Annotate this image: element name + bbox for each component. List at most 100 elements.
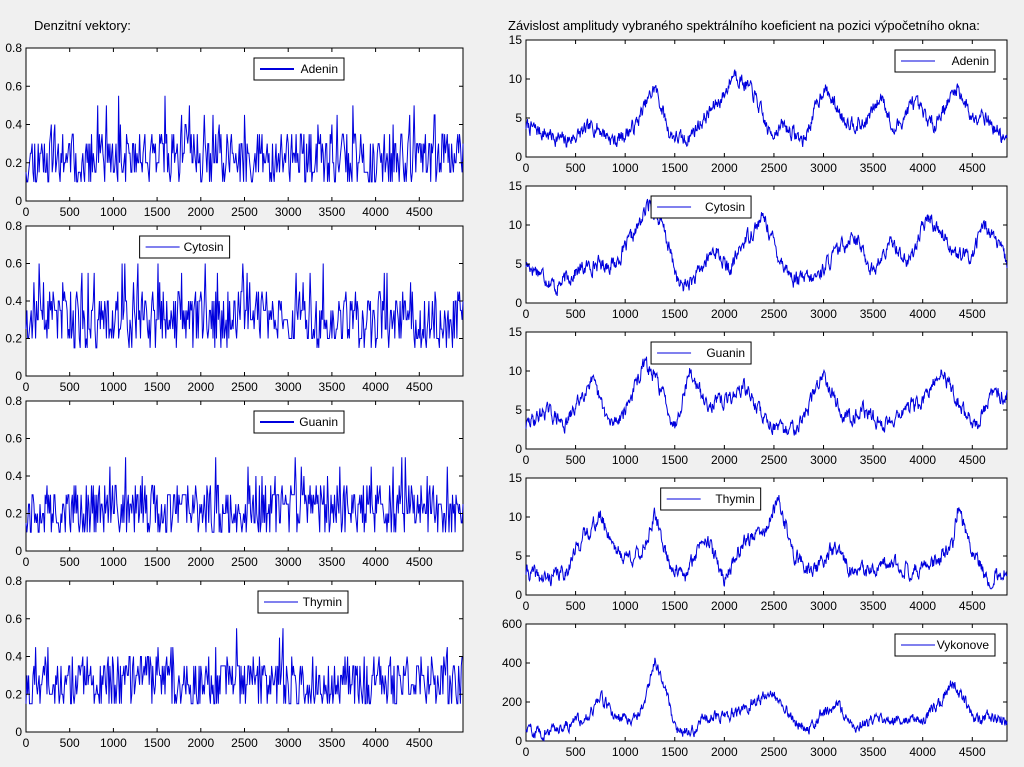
legend-box [650, 341, 752, 365]
legend: Vykonove [894, 633, 996, 657]
x-tick-label: 3000 [810, 161, 837, 175]
y-tick-label: 5 [515, 549, 522, 563]
legend-label: Cytosin [705, 200, 745, 214]
chart-spectral-adenin: 0 500 1000 1500 2000 2500 3000 3500 4000 4500 0 5 10… [509, 33, 1008, 175]
x-tick-label: 4000 [909, 745, 936, 759]
y-tick-label: 15 [509, 33, 523, 47]
x-tick-label: 1500 [144, 380, 171, 394]
x-tick-label: 500 [60, 555, 80, 569]
x-tick-label: 1000 [612, 599, 639, 613]
y-tick-label: 15 [509, 179, 523, 193]
x-tick-label: 1000 [100, 205, 127, 219]
x-tick-label: 4500 [959, 745, 986, 759]
x-tick-label: 4000 [909, 161, 936, 175]
x-tick-label: 4500 [406, 555, 433, 569]
series-line-thymin [25, 628, 463, 705]
x-tick-label: 3500 [319, 205, 346, 219]
legend: Guanin [253, 410, 345, 434]
x-tick-label: 2500 [231, 736, 258, 750]
y-tick-label: 0 [515, 588, 522, 602]
x-tick-label: 2500 [761, 599, 788, 613]
x-tick-label: 2500 [231, 380, 258, 394]
x-tick-label: 3500 [319, 555, 346, 569]
series-line-thymin [525, 494, 1008, 590]
x-tick-label: 3500 [860, 453, 887, 467]
x-tick-label: 0 [523, 599, 530, 613]
x-tick-label: 4000 [362, 736, 389, 750]
x-tick-label: 2500 [761, 453, 788, 467]
y-tick-label: 0 [15, 725, 22, 739]
x-tick-label: 500 [60, 736, 80, 750]
legend-box [660, 487, 762, 511]
x-tick-label: 2000 [187, 380, 214, 394]
x-tick-label: 2500 [231, 205, 258, 219]
x-tick-label: 3000 [275, 555, 302, 569]
left-panel-title: Denzitní vektory: [34, 18, 131, 33]
x-tick-label: 4000 [909, 599, 936, 613]
x-tick-label: 500 [566, 453, 586, 467]
x-tick-label: 2000 [711, 745, 738, 759]
x-tick-label: 2000 [187, 555, 214, 569]
y-tick-label: 10 [509, 218, 523, 232]
x-tick-label: 0 [23, 555, 30, 569]
x-tick-label: 1000 [612, 745, 639, 759]
y-tick-label: 15 [509, 471, 523, 485]
chart-spectral-cytosin: 0 500 1000 1500 2000 2500 3000 3500 4000 4500 0 5 10… [509, 179, 1008, 321]
chart-density-cytosin: 0 500 1000 1500 2000 2500 3000 3500 4000 4500 0 0.2… [5, 219, 464, 394]
y-tick-label: 0.6 [5, 79, 22, 93]
legend: Thymin [257, 590, 349, 614]
x-tick-label: 3000 [275, 205, 302, 219]
x-tick-label: 0 [23, 736, 30, 750]
legend: Guanin [650, 341, 752, 365]
x-tick-label: 1500 [661, 307, 688, 321]
y-tick-label: 0 [515, 150, 522, 164]
x-tick-label: 3000 [275, 736, 302, 750]
x-tick-label: 2000 [187, 736, 214, 750]
legend: Thymin [660, 487, 762, 511]
y-tick-label: 0 [15, 369, 22, 383]
x-tick-label: 2000 [187, 205, 214, 219]
plot-area [525, 477, 1008, 596]
legend: Cytosin [650, 195, 752, 219]
x-tick-label: 1500 [661, 599, 688, 613]
y-tick-label: 10 [509, 72, 523, 86]
y-tick-label: 0.6 [5, 612, 22, 626]
x-tick-label: 3000 [810, 745, 837, 759]
chart-spectral-guanin: 0 500 1000 1500 2000 2500 3000 3500 4000 4500 0 5 10… [509, 325, 1008, 467]
y-tick-label: 0.8 [5, 41, 22, 55]
legend-label: Thymin [303, 595, 342, 609]
series-line-cytosin [525, 198, 1008, 297]
x-tick-label: 4500 [406, 380, 433, 394]
x-tick-label: 0 [523, 307, 530, 321]
chart-spectral-vykonove: 0 500 1000 1500 2000 2500 3000 3500 4000 4500 0 200… [502, 617, 1008, 759]
x-tick-label: 500 [566, 161, 586, 175]
x-tick-label: 0 [23, 380, 30, 394]
legend-label: Guanin [706, 346, 745, 360]
x-tick-label: 4500 [406, 205, 433, 219]
y-tick-label: 0 [15, 544, 22, 558]
x-tick-label: 3500 [319, 736, 346, 750]
x-tick-label: 1500 [144, 205, 171, 219]
x-tick-label: 4000 [909, 453, 936, 467]
x-tick-label: 4500 [959, 599, 986, 613]
y-tick-label: 0.2 [5, 687, 22, 701]
right-panel-title: Závislost amplitudy vybraného spektrální… [508, 18, 980, 33]
chart-spectral-thymin: 0 500 1000 1500 2000 2500 3000 3500 4000 4500 0 5 10… [509, 471, 1008, 613]
x-tick-label: 2000 [711, 307, 738, 321]
series-line-adenin [25, 95, 464, 183]
legend-label: Cytosin [184, 240, 224, 254]
x-tick-label: 2000 [711, 161, 738, 175]
y-tick-label: 0.8 [5, 394, 22, 408]
legend-box [894, 49, 996, 73]
legend: Cytosin [139, 235, 231, 259]
x-tick-label: 3500 [860, 599, 887, 613]
x-tick-label: 3000 [810, 307, 837, 321]
x-tick-label: 3000 [810, 453, 837, 467]
y-tick-label: 0 [515, 734, 522, 748]
x-tick-label: 4500 [959, 307, 986, 321]
x-tick-label: 1500 [661, 161, 688, 175]
legend-box [894, 633, 996, 657]
x-tick-label: 1000 [612, 307, 639, 321]
x-tick-label: 4000 [362, 205, 389, 219]
